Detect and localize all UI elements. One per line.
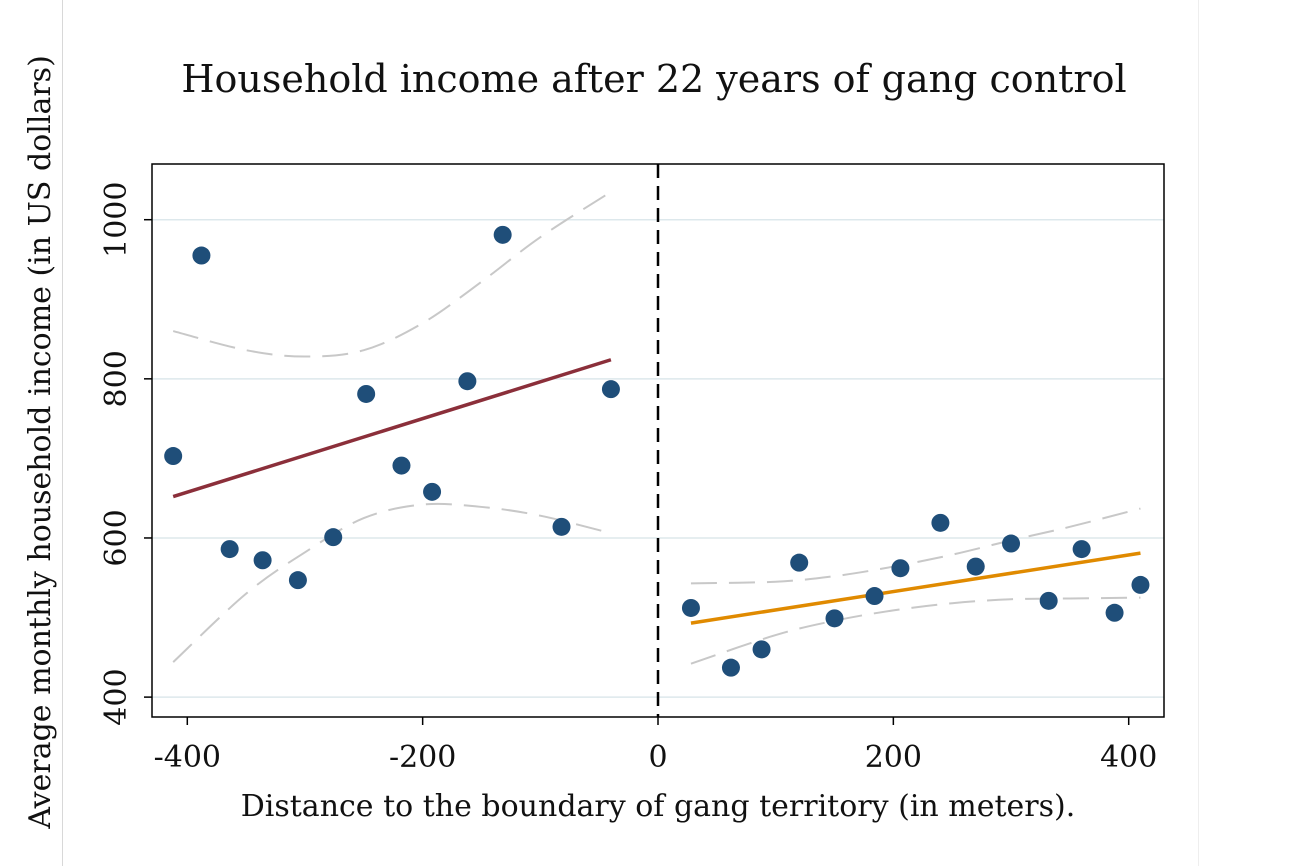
- data-point: [891, 559, 910, 578]
- ci-right-upper-line: [690, 507, 1141, 585]
- data-point: [681, 598, 700, 617]
- data-point: [790, 553, 809, 572]
- data-point: [253, 551, 272, 570]
- data-point: [931, 513, 950, 532]
- data-point: [1131, 575, 1150, 594]
- data-point: [966, 557, 985, 576]
- confidence-band-layer: [172, 191, 1141, 665]
- x-tick-label: 0: [648, 740, 667, 775]
- data-point: [164, 447, 183, 466]
- fit-line-layer: [172, 358, 1141, 625]
- chart-title: Household income after 22 years of gang …: [181, 57, 1126, 101]
- data-point: [493, 225, 512, 244]
- y-tick-label: 1000: [99, 182, 134, 258]
- data-point: [601, 380, 620, 399]
- x-tick-label: -400: [154, 740, 221, 775]
- data-point: [721, 658, 740, 677]
- data-point: [458, 372, 477, 391]
- data-point: [752, 640, 771, 659]
- data-point: [825, 609, 844, 628]
- data-point: [1105, 603, 1124, 622]
- tick-layer: 400 600 800 1000 -400 -200 0 200 400: [99, 182, 1157, 775]
- y-tick-label: 600: [99, 509, 134, 566]
- data-point: [192, 246, 211, 265]
- data-point: [423, 482, 442, 501]
- data-point: [1039, 591, 1058, 610]
- data-point: [357, 384, 376, 403]
- left-edge-rule: [62, 0, 63, 866]
- data-point: [1002, 534, 1021, 553]
- data-point: [220, 540, 239, 559]
- data-point: [865, 587, 884, 606]
- data-point: [324, 528, 343, 547]
- right-edge-rule: [1198, 0, 1199, 866]
- ci-left-lower-line: [172, 502, 612, 663]
- ci-right-lower-line: [690, 596, 1141, 665]
- x-axis-label: Distance to the boundary of gang territo…: [241, 789, 1076, 824]
- data-point: [392, 456, 411, 475]
- fit-line-right: [690, 551, 1141, 625]
- y-tick-label: 800: [99, 350, 134, 407]
- x-tick-label: -200: [389, 740, 456, 775]
- y-axis-label: Average monthly household income (in US …: [23, 55, 58, 830]
- y-tick-label: 400: [99, 668, 134, 725]
- ci-left-upper-line: [172, 191, 612, 358]
- data-point: [288, 571, 307, 590]
- fit-line-left: [172, 358, 612, 499]
- x-tick-label: 200: [865, 740, 922, 775]
- x-tick-label: 400: [1100, 740, 1157, 775]
- data-point: [552, 517, 571, 536]
- data-point: [1072, 540, 1091, 559]
- point-layer: [164, 225, 1150, 677]
